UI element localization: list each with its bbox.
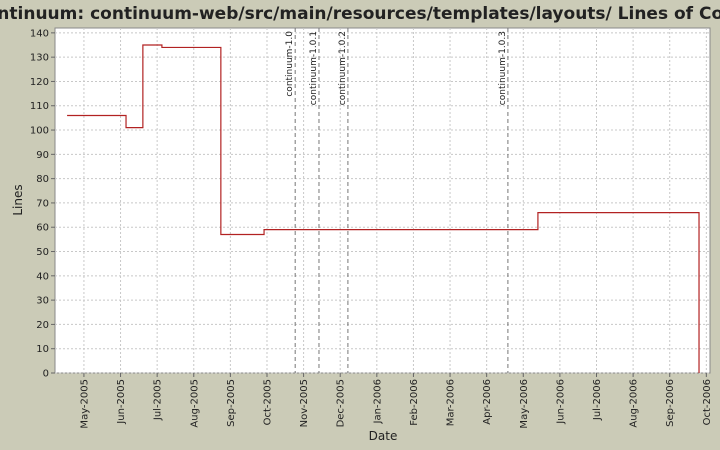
x-tick-label: May-2006 bbox=[519, 379, 530, 429]
y-tick-label: 10 bbox=[36, 344, 49, 355]
x-tick-label: Jul-2005 bbox=[153, 379, 164, 421]
y-tick-label: 20 bbox=[36, 320, 49, 331]
x-tick-label: Mar-2006 bbox=[446, 379, 457, 426]
x-tick-label: Jul-2006 bbox=[592, 379, 603, 421]
marker-label: continuum-1.0 bbox=[285, 31, 295, 97]
marker-label: continuum-1.0.1 bbox=[309, 31, 319, 105]
y-tick-label: 80 bbox=[36, 174, 49, 185]
x-tick-label: Sep-2005 bbox=[226, 379, 237, 427]
x-tick-label: Feb-2006 bbox=[409, 379, 420, 426]
x-tick-label: Dec-2005 bbox=[336, 379, 347, 427]
marker-label: continuum-1.0.3 bbox=[498, 31, 508, 105]
y-tick-label: 40 bbox=[36, 271, 49, 282]
x-tick-label: Sep-2006 bbox=[665, 379, 676, 427]
y-tick-label: 120 bbox=[30, 77, 49, 88]
x-tick-label: Jun-2005 bbox=[116, 379, 127, 425]
x-tick-label: Aug-2005 bbox=[189, 379, 200, 428]
x-tick-label: Oct-2006 bbox=[702, 379, 713, 425]
x-tick-label: Apr-2006 bbox=[482, 379, 493, 425]
y-tick-label: 60 bbox=[36, 223, 49, 234]
y-tick-label: 0 bbox=[43, 369, 49, 380]
y-tick-label: 70 bbox=[36, 198, 49, 209]
x-tick-label: Jan-2006 bbox=[372, 379, 383, 424]
y-tick-label: 140 bbox=[30, 28, 49, 39]
x-tick-label: Jun-2006 bbox=[555, 379, 566, 425]
y-tick-label: 100 bbox=[30, 126, 49, 137]
chart-title: Continuum: continuum-web/src/main/resour… bbox=[0, 4, 720, 24]
y-tick-label: 110 bbox=[30, 101, 49, 112]
y-tick-label: 30 bbox=[36, 296, 49, 307]
x-tick-label: Aug-2006 bbox=[629, 379, 640, 428]
x-tick-label: May-2005 bbox=[79, 379, 90, 429]
x-axis-label: Date bbox=[369, 429, 398, 443]
y-axis-label: Lines bbox=[11, 184, 25, 215]
y-tick-label: 130 bbox=[30, 53, 49, 64]
marker-label: continuum-1.0.2 bbox=[338, 31, 348, 105]
y-tick-label: 50 bbox=[36, 247, 49, 258]
x-tick-label: Oct-2005 bbox=[262, 379, 273, 425]
plot-area bbox=[54, 27, 711, 374]
y-tick-label: 90 bbox=[36, 150, 49, 161]
x-tick-label: Nov-2005 bbox=[299, 379, 310, 427]
data-line bbox=[67, 44, 700, 373]
